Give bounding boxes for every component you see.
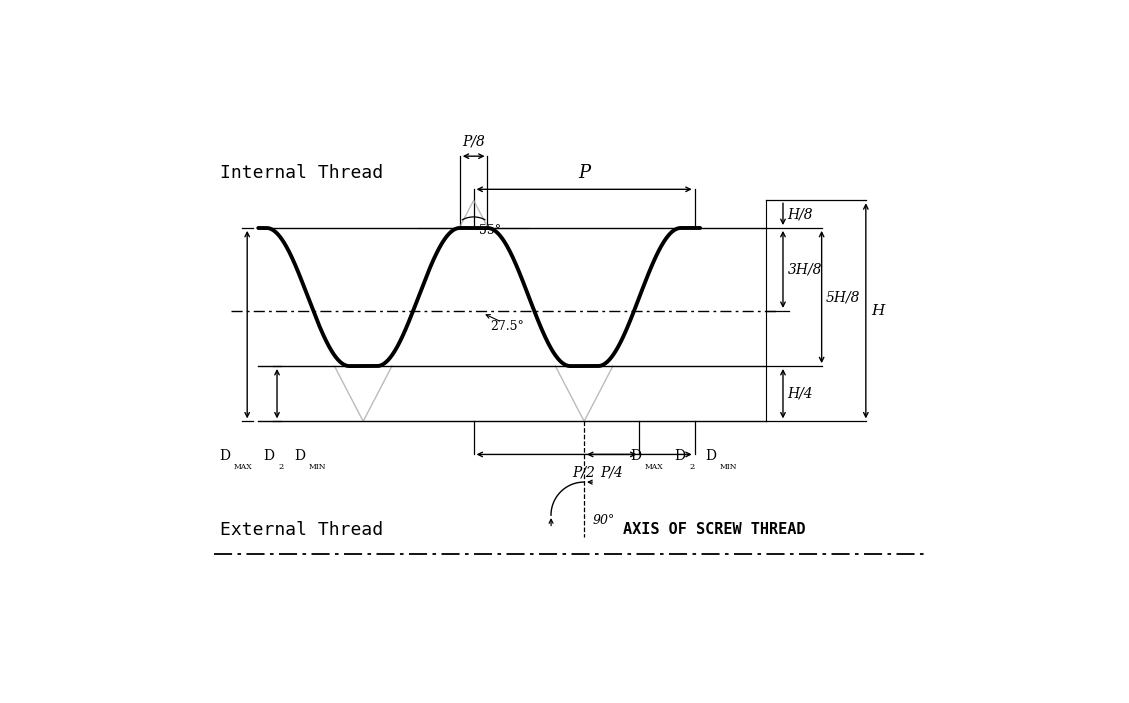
Text: D: D [264, 449, 274, 463]
Text: D: D [295, 449, 306, 463]
Text: 2: 2 [278, 463, 283, 471]
Text: AXIS OF SCREW THREAD: AXIS OF SCREW THREAD [623, 522, 805, 537]
Text: D: D [675, 449, 685, 463]
Text: 3H/8: 3H/8 [787, 262, 822, 276]
Text: MAX: MAX [234, 463, 253, 471]
Text: P: P [578, 164, 590, 181]
Text: H: H [872, 304, 885, 318]
Text: MAX: MAX [645, 463, 664, 471]
Text: 90°: 90° [593, 514, 615, 527]
Text: P/8: P/8 [462, 134, 485, 148]
Text: 55°: 55° [479, 224, 501, 237]
Text: External Thread: External Thread [219, 520, 383, 538]
Text: D: D [706, 449, 717, 463]
Text: 27.5°: 27.5° [490, 320, 524, 333]
Text: D: D [219, 449, 230, 463]
Text: Internal Thread: Internal Thread [219, 164, 383, 182]
Text: H/8: H/8 [787, 207, 813, 221]
Text: 2: 2 [689, 463, 694, 471]
Text: P/4: P/4 [601, 465, 623, 479]
Text: 5H/8: 5H/8 [826, 290, 860, 304]
Text: D: D [630, 449, 641, 463]
Text: MIN: MIN [720, 463, 737, 471]
Text: H/4: H/4 [787, 387, 813, 401]
Text: P/2: P/2 [572, 465, 596, 479]
Text: MIN: MIN [309, 463, 326, 471]
